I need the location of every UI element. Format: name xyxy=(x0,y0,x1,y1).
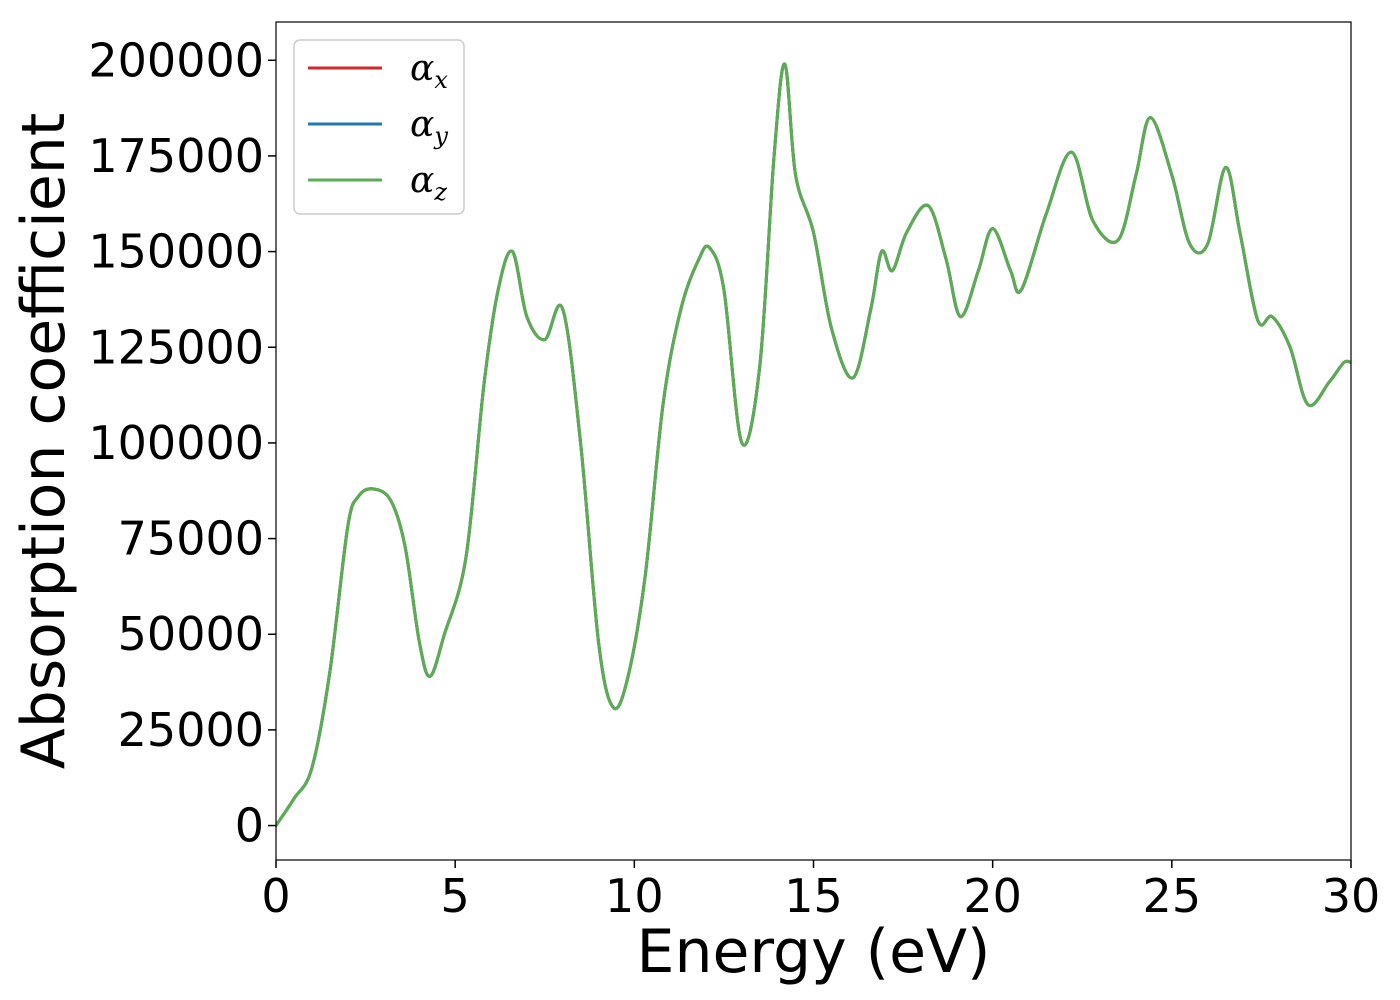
y-tick-label: 200000 xyxy=(88,33,264,87)
series-line-3 xyxy=(276,62,1351,828)
x-tick-label: 10 xyxy=(605,869,664,923)
y-tick-label: 75000 xyxy=(118,512,264,566)
y-tick-label: 0 xyxy=(235,799,264,853)
x-tick-label: 5 xyxy=(441,869,470,923)
x-axis-ticks: 0 5 10 15 20 25 30 xyxy=(261,860,1380,923)
y-tick-label: 125000 xyxy=(88,320,264,374)
y-tick-label: 100000 xyxy=(88,416,264,470)
y-tick-label: 25000 xyxy=(118,703,264,757)
legend-box xyxy=(293,39,465,215)
y-tick-label: 150000 xyxy=(88,225,264,279)
y-tick-label: 175000 xyxy=(88,129,264,183)
series-layer xyxy=(276,62,1351,828)
y-axis-label: Absorption coefficient xyxy=(9,113,79,770)
y-axis-ticks: 0 25000 50000 75000 100000 125000 150000 175000… xyxy=(88,33,276,853)
x-tick-label: 30 xyxy=(1322,869,1381,923)
x-axis-label: Energy (eV) xyxy=(637,917,991,987)
x-tick-label: 20 xyxy=(963,869,1022,923)
x-tick-label: 15 xyxy=(784,869,843,923)
x-tick-label: 0 xyxy=(261,869,290,923)
x-tick-label: 25 xyxy=(1143,869,1202,923)
y-tick-label: 50000 xyxy=(118,607,264,661)
